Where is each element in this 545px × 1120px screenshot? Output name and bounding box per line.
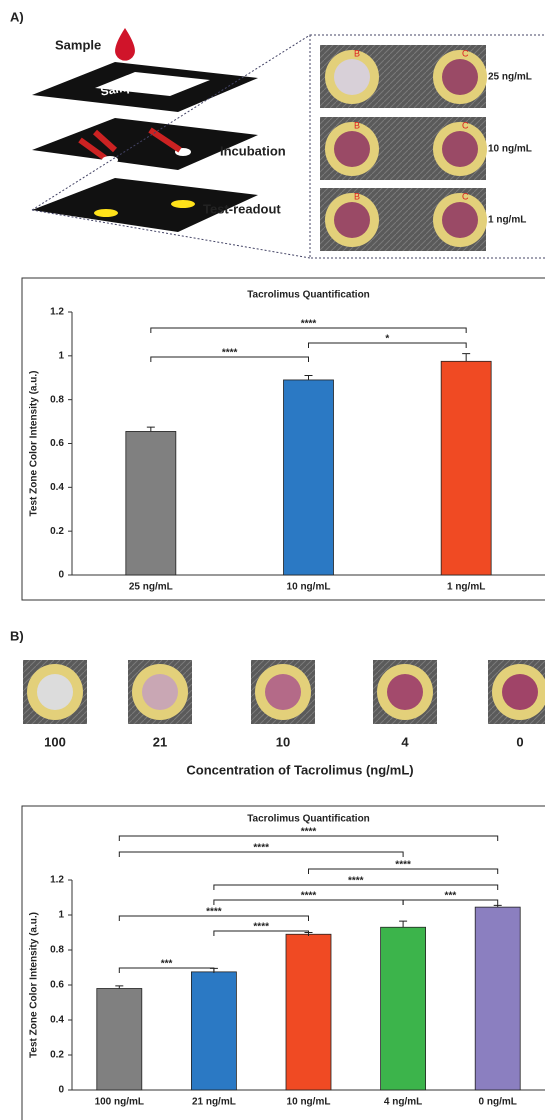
zone-letter: B [354, 120, 360, 130]
y-tick-label: 1.2 [50, 875, 64, 886]
spot [94, 209, 118, 217]
concentration-label: 1 ng/mL [488, 215, 526, 226]
test-zone [334, 202, 370, 238]
concentration-label: 100 [44, 734, 66, 749]
concentration-label: 10 [276, 734, 290, 749]
concentration-label: 4 [401, 734, 409, 749]
significance-label: * [385, 334, 389, 345]
y-tick-label: 0.8 [50, 394, 64, 405]
x-tick-label: 4 ng/mL [384, 1097, 422, 1108]
test-zone [502, 674, 538, 710]
y-tick-label: 0 [58, 1085, 64, 1096]
significance-label: **** [301, 891, 317, 902]
significance-label: **** [348, 876, 364, 887]
significance-label: *** [161, 959, 173, 970]
photos: 100 21 10 4 0 [23, 660, 545, 749]
label: Incubation [220, 143, 286, 158]
label: Test-readout [203, 201, 281, 216]
y-tick-label: 0.4 [50, 482, 64, 493]
significance-label: **** [301, 827, 317, 838]
x-tick-label: 0 ng/mL [479, 1097, 517, 1108]
y-tick-label: 0.2 [50, 1050, 64, 1061]
error-bar [399, 921, 407, 927]
error-bar [147, 427, 155, 431]
x-tick-label: 21 ng/mL [192, 1097, 236, 1108]
y-axis-label: Test Zone Color Intensity (a.u.) [29, 371, 40, 517]
y-tick-label: 0.2 [50, 526, 64, 537]
test-zone [142, 674, 178, 710]
y-axis-label: Test Zone Color Intensity (a.u.) [29, 912, 40, 1058]
y-tick-label: 1.2 [50, 307, 64, 318]
x-tick-label: 10 ng/mL [287, 582, 331, 593]
drop [115, 28, 135, 61]
caption: Concentration of Tacrolimus (ng/mL) [186, 762, 413, 777]
y-tick-label: 0.6 [50, 438, 64, 449]
concentration-label: 25 ng/mL [488, 72, 532, 83]
figure: A) Sample Pad Sample Incubation Test-rea… [0, 0, 545, 1120]
y-tick-label: 1 [58, 350, 64, 361]
bar [97, 989, 142, 1091]
bar [126, 431, 176, 575]
bar [284, 380, 334, 575]
panel-label: B) [10, 628, 24, 643]
y-tick-label: 1 [58, 910, 64, 921]
y-tick-label: 0 [58, 570, 64, 581]
concentration-label: 10 ng/mL [488, 144, 532, 155]
bar [191, 972, 236, 1090]
test-zone [265, 674, 301, 710]
test-zone [442, 202, 478, 238]
error-bar [305, 376, 313, 380]
x-tick-label: 10 ng/mL [287, 1097, 331, 1108]
spot [102, 156, 118, 164]
concentration-label: 21 [153, 734, 167, 749]
significance-label: **** [301, 319, 317, 330]
x-tick-label: 25 ng/mL [129, 582, 173, 593]
y-tick-label: 0.4 [50, 1015, 64, 1026]
zone-letter: B [354, 48, 360, 58]
significance-label: **** [222, 348, 238, 359]
test-zone [37, 674, 73, 710]
y-tick-label: 0.6 [50, 980, 64, 991]
test-zone [442, 131, 478, 167]
x-tick-label: 100 ng/mL [95, 1097, 144, 1108]
bar [381, 927, 426, 1090]
x-tick-label: 1 ng/mL [447, 582, 485, 593]
significance-label: **** [253, 922, 269, 933]
zone-letter: C [462, 191, 469, 201]
photos: B C 25 ng/mL B C 10 ng/mL B C 1 ng/mL [320, 45, 532, 251]
bar [475, 907, 520, 1090]
test-zone [334, 59, 370, 95]
y-tick-label: 0.8 [50, 945, 64, 956]
test-zone [442, 59, 478, 95]
panel-label: A) [10, 9, 24, 24]
chart-title: Tacrolimus Quantification [247, 814, 370, 825]
test-zone [334, 131, 370, 167]
test-zone [387, 674, 423, 710]
zone-letter: B [354, 191, 360, 201]
error-bar [462, 354, 470, 362]
label: Sample [55, 37, 101, 52]
significance-label: *** [445, 891, 457, 902]
zone-letter: C [462, 120, 469, 130]
spot [171, 200, 195, 208]
concentration-label: 0 [516, 734, 523, 749]
zone-letter: C [462, 48, 469, 58]
significance-label: **** [253, 843, 269, 854]
chart-title: Tacrolimus Quantification [247, 290, 370, 301]
bar [441, 361, 491, 575]
significance-label: **** [206, 907, 222, 918]
bar [286, 934, 331, 1090]
significance-label: **** [395, 860, 411, 871]
